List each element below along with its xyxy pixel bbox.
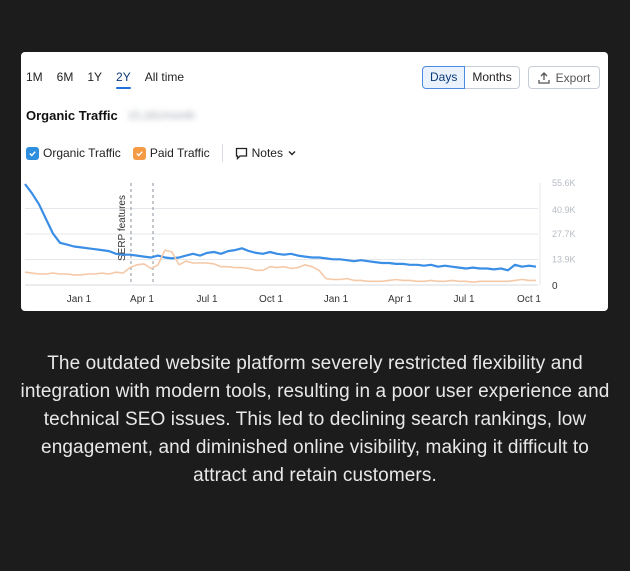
y-tick-label: 27.7K xyxy=(552,229,576,239)
legend-paid[interactable]: Paid Traffic xyxy=(132,146,210,160)
case-study-caption: The outdated website platform severely r… xyxy=(20,353,610,486)
notes-label: Notes xyxy=(251,146,283,160)
legend-organic[interactable]: Organic Traffic xyxy=(26,146,121,160)
legend-paid-label: Paid Traffic xyxy=(149,146,210,160)
legend-divider xyxy=(221,144,223,162)
x-tick-label: Jan 1 xyxy=(67,294,92,305)
range-all-time[interactable]: All time xyxy=(144,70,185,84)
export-button[interactable]: Export xyxy=(528,66,600,89)
traffic-chart-svg: SERP features Jan 1 Apr 1 Jul 1 Oct 1 Jan 1 Ap… xyxy=(24,178,576,305)
widget-title: Organic Traffic xyxy=(26,108,118,123)
date-range-tabs: 1M 6M 1Y 2Y All time xyxy=(26,70,198,89)
checkbox-icon xyxy=(26,146,39,160)
days-button[interactable]: Days xyxy=(422,66,466,89)
chart-legend: Organic Traffic Paid Traffic Notes xyxy=(26,144,297,162)
upload-icon xyxy=(538,71,550,84)
y-tick-label: 0 xyxy=(552,281,558,292)
x-tick-label: Apr 1 xyxy=(388,294,412,305)
comment-icon xyxy=(235,147,247,160)
x-tick-label: Jul 1 xyxy=(196,294,218,305)
serp-annotation-label: SERP features xyxy=(117,195,128,261)
range-2y[interactable]: 2Y xyxy=(116,70,131,89)
checkbox-icon xyxy=(132,146,146,160)
x-tick-label: Oct 1 xyxy=(517,294,541,305)
widget-header: Organic Traffic 15,181/month xyxy=(26,108,195,123)
months-button[interactable]: Months xyxy=(465,66,520,89)
traffic-value: 15,181/month xyxy=(127,109,196,122)
traffic-chart: SERP features Jan 1 Apr 1 Jul 1 Oct 1 Jan 1 Ap… xyxy=(21,175,608,311)
organic-traffic-line xyxy=(24,183,537,272)
granularity-toggle: Days Months xyxy=(422,66,520,89)
export-label: Export xyxy=(555,70,591,85)
notes-dropdown[interactable]: Notes xyxy=(235,146,297,160)
x-tick-label: Oct 1 xyxy=(259,294,283,305)
y-tick-label: 40.9K xyxy=(552,205,576,215)
y-tick-label: 55.6K xyxy=(552,178,576,188)
chevron-down-icon xyxy=(288,151,296,156)
x-tick-label: Jul 1 xyxy=(453,294,475,305)
range-1y[interactable]: 1Y xyxy=(87,70,103,84)
y-tick-label: 13.9K xyxy=(552,255,576,265)
x-tick-label: Apr 1 xyxy=(130,294,154,305)
range-1m[interactable]: 1M xyxy=(26,70,43,84)
range-6m[interactable]: 6M xyxy=(56,70,74,84)
legend-organic-label: Organic Traffic xyxy=(43,146,121,160)
paid-traffic-line xyxy=(24,249,536,283)
organic-traffic-widget: 1M 6M 1Y 2Y All time Days Months Export … xyxy=(21,52,608,311)
x-tick-label: Jan 1 xyxy=(324,294,349,305)
